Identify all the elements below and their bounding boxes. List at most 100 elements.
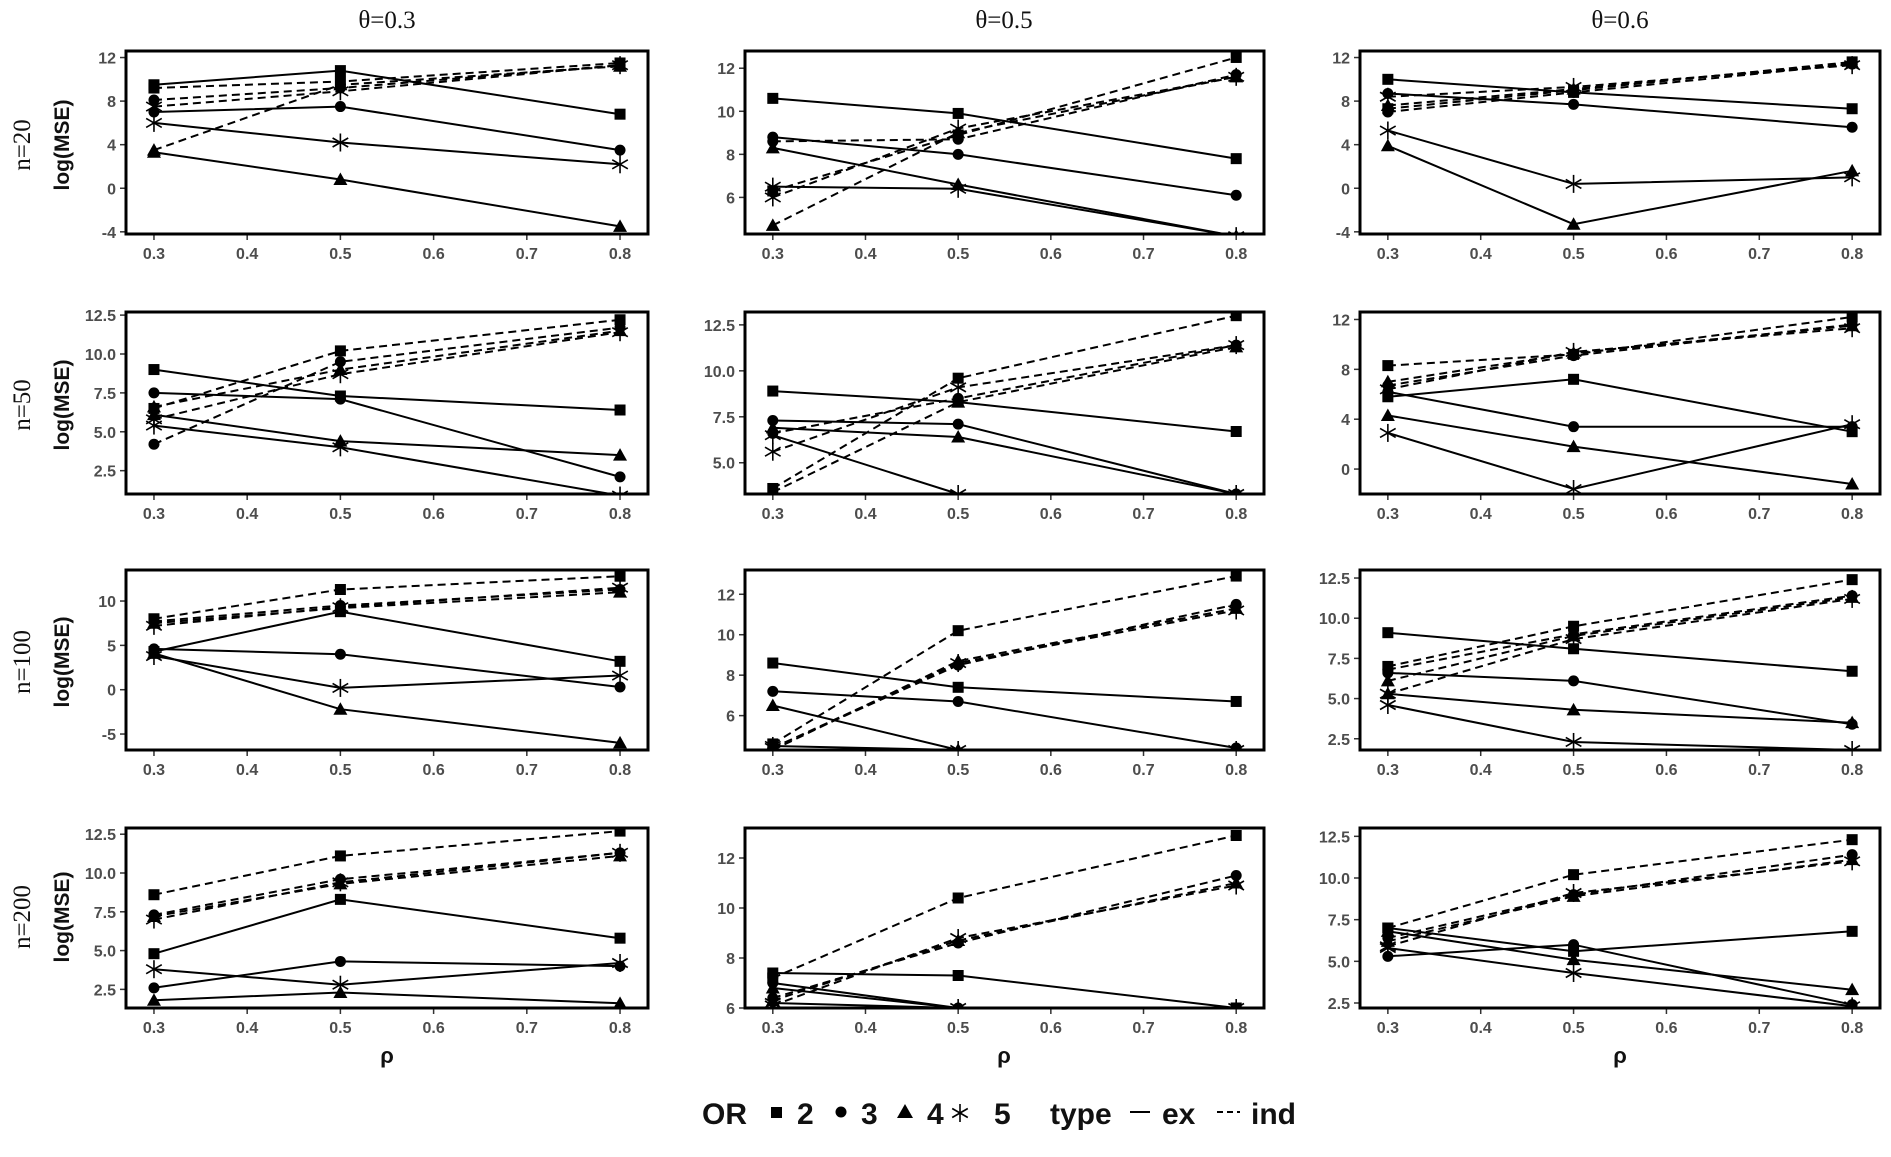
data-point-circle-marker: [148, 438, 160, 450]
data-point-asterisk-marker: [1379, 423, 1397, 442]
legend-circle-marker: [835, 1106, 847, 1118]
data-point-square-marker: [1568, 620, 1580, 632]
data-point-square-marker: [148, 948, 160, 960]
data-point-triangle-marker: [765, 140, 780, 154]
data-point-asterisk-marker: [145, 960, 163, 979]
x-tick-label: 0.4: [236, 762, 258, 779]
x-tick-label: 0.3: [1377, 506, 1399, 523]
data-point-square-marker: [1230, 695, 1242, 707]
y-tick-label: 12: [1332, 51, 1350, 68]
data-point-square-marker: [614, 932, 626, 944]
column-titles: θ=0.3 θ=0.5 θ=0.6: [358, 7, 1648, 34]
data-point-triangle-marker: [1380, 673, 1395, 687]
panel-r3-c1: 0.3 0.4 0.5 0.6 0.7 0.8 -5 0 5 10: [98, 568, 650, 779]
data-point-asterisk-marker: [611, 666, 629, 685]
series-group: [1379, 55, 1861, 230]
y-tick-label: 7.5: [94, 386, 116, 403]
data-point-triangle-marker: [765, 698, 780, 712]
series-line-or3-ex: [772, 690, 1237, 749]
data-point-triangle-marker: [1566, 439, 1581, 453]
data-point-square-marker: [1230, 425, 1242, 437]
data-point-square-marker: [334, 584, 346, 596]
panel-frame: [1358, 568, 1882, 752]
data-point-asterisk-marker: [1843, 168, 1861, 187]
data-point-square-marker: [1846, 834, 1858, 846]
y-tick-label: 8: [1341, 94, 1350, 111]
x-tick-label: 0.5: [1562, 246, 1584, 263]
x-tick-label: 0.3: [762, 246, 784, 263]
row-label-n50: n=50: [9, 379, 36, 431]
data-point-triangle-marker: [146, 143, 161, 156]
y-tick-label: 6: [726, 709, 735, 726]
y-tick-label: 12.5: [1319, 829, 1350, 846]
data-point-asterisk-marker: [1565, 732, 1582, 750]
data-point-circle-marker: [1568, 675, 1580, 687]
y-tick-label: 12: [717, 61, 735, 78]
y-tick-label: 8: [1341, 362, 1350, 379]
x-tick-label: 0.3: [1377, 1020, 1399, 1037]
legend-type-ex: ex: [1162, 1098, 1196, 1131]
data-point-asterisk-marker: [1565, 174, 1582, 193]
data-point-circle-marker: [614, 144, 626, 156]
data-point-square-marker: [767, 92, 779, 104]
series-line-or4-ind: [153, 329, 621, 408]
y-tick-label: 2.5: [94, 464, 116, 481]
legend-asterisk-marker: [951, 1104, 969, 1122]
data-point-triangle-marker: [1566, 217, 1581, 230]
y-tick-label: 10.0: [704, 364, 735, 381]
legend-or-3: 3: [861, 1098, 878, 1131]
x-tick-label: 0.8: [1225, 762, 1247, 779]
x-tick-label: 0.3: [143, 246, 165, 263]
data-point-square-marker: [148, 82, 160, 94]
x-tick-label: 0.4: [236, 246, 258, 263]
series-line-or3-ex: [772, 982, 1237, 1008]
data-point-square-marker: [614, 570, 626, 582]
data-point-square-marker: [148, 364, 160, 376]
series-line-or4-ex: [153, 413, 621, 457]
y-tick-label: 10.0: [1319, 611, 1350, 628]
x-tick-label: 0.6: [1040, 246, 1062, 263]
x-tick-label: 0.4: [236, 1020, 258, 1037]
x-tick-label: 0.8: [1841, 762, 1863, 779]
data-point-square-marker: [1230, 312, 1242, 322]
y-tick-label: 10: [717, 901, 735, 918]
y-tick-label: 7.5: [1328, 651, 1350, 668]
x-tick-label: 0.6: [422, 246, 444, 263]
data-point-asterisk-marker: [764, 996, 782, 1008]
data-point-asterisk-marker: [1227, 999, 1245, 1008]
y-tick-label: 4: [1341, 412, 1350, 429]
series-line-or5-ind: [1387, 64, 1853, 98]
x-tick-label: 0.4: [1470, 246, 1492, 263]
series-line-or4-ex: [772, 704, 1237, 750]
series-line-or5-ind: [153, 851, 621, 921]
x-tick-label: 0.3: [1377, 762, 1399, 779]
series-line-or3-ind: [153, 326, 621, 446]
legend-or-2: 2: [797, 1098, 814, 1131]
data-point-asterisk-marker: [1565, 342, 1582, 361]
series-group: [1379, 574, 1861, 750]
panel-r1-c1: 0.3 0.4 0.5 0.6 0.7 0.8 -4 0 4 8 12: [98, 49, 650, 263]
series-line-or2-ind: [772, 314, 1237, 490]
series-line-or5-ex: [153, 962, 621, 986]
series-line-or3-ind: [772, 344, 1237, 435]
series-line-or5-ex: [772, 745, 1237, 750]
series-line-or3-ex: [1387, 943, 1853, 1006]
panel-r3-c2: 0.3 0.4 0.5 0.6 0.7 0.8 6 8 10 12: [717, 568, 1266, 779]
x-tick-label: 0.5: [329, 506, 351, 523]
x-tick-label: 0.7: [1748, 762, 1770, 779]
y-tick-label: 12.5: [1319, 571, 1350, 588]
legend-or-4: 4: [927, 1098, 944, 1131]
y-tick-label: 12: [1332, 312, 1350, 329]
data-point-triangle-marker: [1566, 702, 1581, 716]
y-tick-label: 12: [717, 587, 735, 604]
series-line-or3-ind: [772, 603, 1237, 749]
data-point-triangle-marker: [333, 172, 348, 186]
data-point-asterisk-marker: [611, 578, 629, 597]
y-tick-label: 10: [717, 628, 735, 645]
series-line-or4-ind: [772, 345, 1237, 494]
series-line-or3-ind: [1387, 853, 1853, 939]
legend-type-ind: ind: [1251, 1098, 1296, 1131]
series-line-or4-ind: [1387, 858, 1853, 943]
series-line-or2-ind: [1387, 316, 1853, 367]
data-point-triangle-marker: [765, 218, 780, 231]
